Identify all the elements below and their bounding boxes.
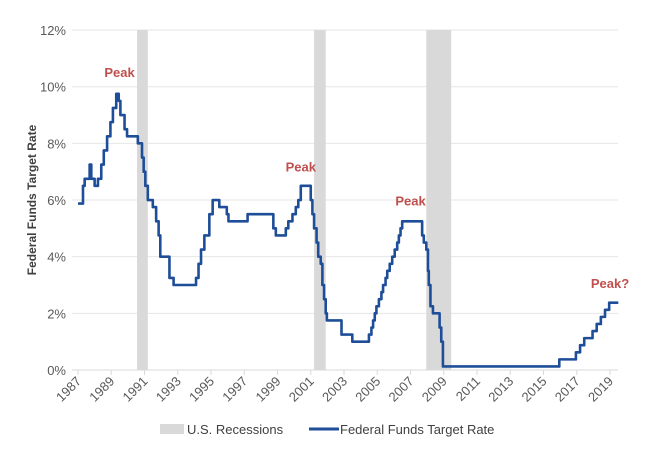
y-tick-label: 12%	[40, 23, 66, 38]
recession-band	[137, 30, 148, 370]
fed-funds-rate-line	[78, 92, 619, 368]
peak-annotation: Peak	[104, 65, 135, 80]
x-tick-label: 1993	[153, 374, 184, 405]
x-tick-label: 2013	[485, 374, 516, 405]
peak-annotation: Peak?	[591, 276, 629, 291]
x-tick-label: 2009	[419, 374, 450, 405]
legend-recession-label: U.S. Recessions	[187, 422, 284, 437]
legend: U.S. Recessions Federal Funds Target Rat…	[160, 422, 494, 437]
y-axis-label: Federal Funds Target Rate	[25, 124, 39, 275]
x-tick-label: 2003	[319, 374, 350, 405]
x-tick-label: 1997	[219, 374, 250, 405]
x-tick-label: 2011	[453, 374, 483, 404]
annotations: Peak Peak Peak Peak?	[104, 65, 629, 291]
y-ticks: 0% 2% 4% 6% 8% 10% 12%	[40, 23, 66, 378]
y-tick-label: 10%	[40, 80, 66, 95]
legend-line-label: Federal Funds Target Rate	[340, 422, 494, 437]
y-tick-label: 0%	[47, 363, 66, 378]
x-tick-label: 2017	[552, 374, 583, 405]
recession-band	[314, 30, 326, 370]
peak-annotation: Peak	[286, 160, 317, 175]
x-tick-label: 2015	[519, 374, 550, 405]
y-tick-label: 2%	[47, 306, 66, 321]
legend-recession-swatch	[160, 424, 184, 434]
peak-annotation: Peak	[395, 194, 426, 209]
x-tick-label: 1987	[53, 374, 84, 405]
x-tick-label: 2001	[286, 374, 317, 405]
x-tick-label: 1989	[86, 374, 117, 405]
x-tick-label: 1995	[186, 374, 217, 405]
x-tick-label: 2007	[386, 374, 417, 405]
x-tick-label: 1999	[253, 374, 284, 405]
x-tick-label: 2005	[352, 374, 383, 405]
gridlines	[72, 29, 618, 314]
y-tick-label: 6%	[47, 193, 66, 208]
x-ticks: 1987 1989 1991 1993 1995 1997 1999 2001 2003 2005…	[53, 370, 616, 405]
y-tick-label: 4%	[47, 250, 66, 265]
x-tick-label: 2019	[585, 374, 616, 405]
y-tick-label: 8%	[47, 136, 66, 151]
x-tick-label: 1991	[120, 374, 151, 405]
